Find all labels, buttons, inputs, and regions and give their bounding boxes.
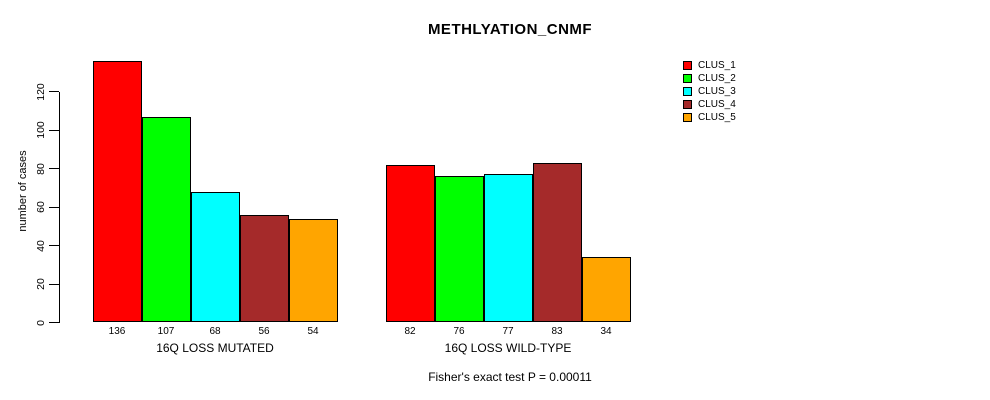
y-axis-tick [49,129,59,131]
y-axis-tick [49,245,59,246]
y-axis-tick-label: 100 [35,121,47,139]
y-axis-tick-label: 120 [35,82,47,101]
bar-value-label: 77 [502,326,514,337]
y-axis-line [59,91,60,323]
y-axis-tick [49,168,59,169]
bar-clus_4-group1 [239,214,289,323]
bar-value-label: 34 [600,326,612,337]
bar-clus_1-group1 [92,60,142,323]
footnote: Fisher's exact test P = 0.00011 [428,370,592,384]
legend-label-clus_5: CLUS_5 [698,112,736,123]
y-axis-tick-label: 60 [35,201,47,213]
bar-value-label: 56 [258,326,270,337]
bar-clus_2-group2 [434,176,484,323]
category-label: 16Q LOSS WILD-TYPE [444,341,572,355]
legend-swatch-clus_5 [683,113,692,122]
legend-swatch-clus_1 [683,61,692,70]
bar-value-label: 82 [404,326,416,337]
y-axis-tick-label: 0 [35,319,47,326]
y-axis-tick [49,283,59,285]
bar-clus_4-group2 [532,162,582,323]
y-axis-tick [49,206,59,208]
bar-value-label: 54 [307,326,319,337]
bar-clus_3-group1 [190,191,240,323]
y-axis-tick-label: 20 [35,278,47,290]
bar-clus_5-group1 [288,218,338,323]
bar-clus_5-group2 [581,257,631,323]
y-axis-tick [49,91,59,92]
legend-swatch-clus_2 [683,74,692,83]
legend-label-clus_4: CLUS_4 [698,99,736,110]
y-axis-tick-label: 40 [35,239,47,252]
legend-swatch-clus_3 [683,87,692,96]
category-label: 16Q LOSS MUTATED [156,341,274,355]
bar-value-label: 83 [551,326,563,337]
bar-value-label: 136 [108,326,126,337]
y-axis-tick-label: 80 [35,162,47,175]
y-axis-title: number of cases [17,150,29,232]
bar-clus_3-group2 [483,174,533,323]
legend-label-clus_2: CLUS_2 [698,73,736,84]
bar-value-label: 107 [157,326,175,337]
legend-swatch-clus_4 [683,100,692,109]
legend-label-clus_3: CLUS_3 [698,86,736,97]
bar-clus_2-group1 [141,116,191,323]
legend-label-clus_1: CLUS_1 [698,60,736,71]
y-axis-tick [49,322,59,323]
chart-title: METHLYATION_CNMF [427,21,593,38]
bar-value-label: 68 [209,326,221,337]
bar-value-label: 76 [453,326,465,337]
bar-clus_1-group2 [385,164,435,323]
